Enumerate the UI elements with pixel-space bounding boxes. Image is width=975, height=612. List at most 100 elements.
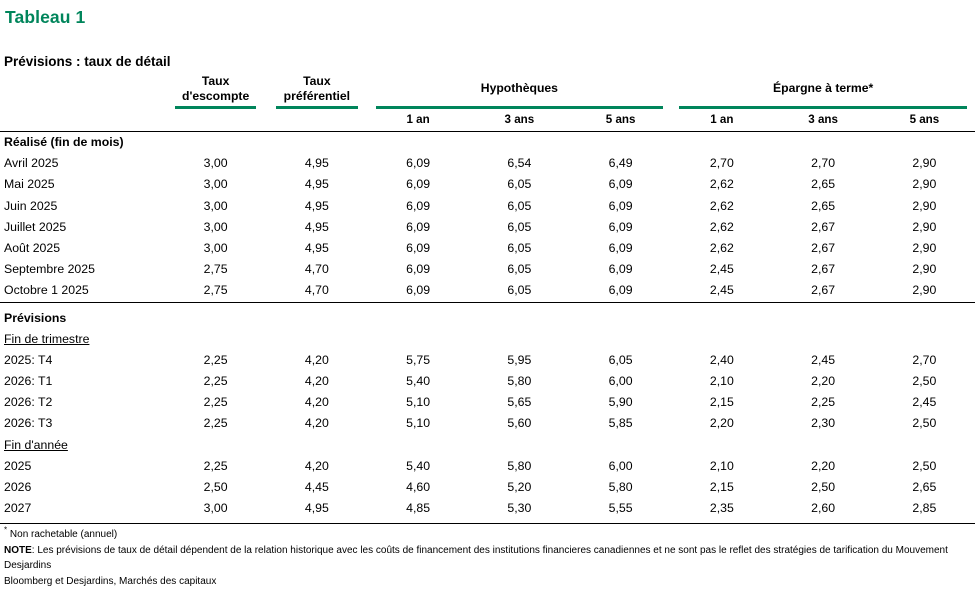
rate-value: 5,80 — [507, 458, 532, 473]
section-label: Réalisé (fin de mois) — [4, 135, 124, 150]
rate-value: 5,40 — [406, 458, 431, 473]
rate-value: 2,50 — [203, 480, 228, 494]
header-term-row: 1 an 3 ans 5 ans 1 an 3 ans 5 ans — [0, 109, 975, 132]
rate-value: 2,40 — [709, 352, 734, 367]
subheading-row: Fin d'année — [0, 435, 975, 456]
table-row: Août 2025 3,00 4,95 6,09 6,05 6,09 2,62 2,67 2,9… — [0, 238, 975, 259]
rate-value: 6,49 — [608, 156, 633, 171]
rate-value: 4,95 — [304, 241, 329, 256]
rate-value: 6,09 — [406, 219, 431, 234]
rate-value: 2,35 — [671, 498, 773, 525]
row-label: 2027 — [0, 498, 165, 525]
rate-value: 3,00 — [203, 219, 228, 234]
rate-value: 2,90 — [912, 241, 937, 256]
rate-value: 6,05 — [608, 352, 633, 367]
row-label: Octobre 1 2025 — [4, 283, 89, 298]
rate-value: 4,60 — [406, 480, 431, 494]
rate-value: 6,09 — [608, 241, 633, 256]
table-row: 2026: T3 2,25 4,20 5,10 5,60 5,85 2,20 2,30 2,50 — [0, 413, 975, 434]
rate-value: 2,20 — [709, 416, 734, 431]
row-label: Mai 2025 — [4, 177, 55, 192]
rate-value: 5,55 — [570, 498, 672, 525]
rate-value: 4,95 — [266, 498, 368, 525]
term-header-mortgage-5y: 5 ans — [570, 109, 672, 132]
rate-value: 2,62 — [709, 198, 734, 213]
col-group-term-savings: Épargne à terme* — [671, 74, 975, 109]
rate-value: 6,09 — [406, 241, 431, 256]
table-row: Septembre 2025 2,75 4,70 6,09 6,05 6,09 2,45 2,… — [0, 259, 975, 280]
row-label: Juin 2025 — [4, 198, 58, 213]
footnotes: * Non rachetable (annuel) NOTE: Les prév… — [4, 526, 975, 589]
rate-value: 3,00 — [203, 156, 228, 171]
row-label: Juillet 2025 — [4, 219, 67, 234]
rate-value: 2,75 — [203, 262, 228, 277]
term-header-mortgage-1y: 1 an — [367, 109, 469, 132]
rate-value: 4,45 — [304, 480, 329, 494]
rate-value: 2,65 — [811, 198, 836, 213]
rate-value: 4,85 — [367, 498, 469, 525]
row-label: Avril 2025 — [4, 156, 59, 171]
rate-value: 2,90 — [912, 219, 937, 234]
rate-value: 6,05 — [507, 198, 532, 213]
row-label: 2025 — [4, 458, 32, 473]
row-label: 2026: T1 — [4, 374, 53, 389]
rate-value: 2,75 — [203, 283, 228, 298]
rate-value: 4,20 — [304, 374, 329, 389]
table-row: Juin 2025 3,00 4,95 6,09 6,05 6,09 2,62 2,65 2,9… — [0, 196, 975, 217]
table-row: 2025 2,25 4,20 5,40 5,80 6,00 2,10 2,20 2,50 — [0, 456, 975, 477]
page-title: Tableau 1 — [5, 7, 86, 27]
rate-value: 2,90 — [912, 283, 937, 298]
rate-value: 2,25 — [203, 395, 228, 410]
rate-value: 6,09 — [406, 262, 431, 277]
table-body: Réalisé (fin de mois) Avril 2025 3,00 4,95 6… — [0, 132, 975, 525]
rate-value: 2,70 — [912, 352, 937, 367]
rate-value: 5,90 — [608, 395, 633, 410]
table-row: Avril 2025 3,00 4,95 6,09 6,54 6,49 2,70 2,70 2,… — [0, 153, 975, 174]
rate-value: 2,25 — [203, 458, 228, 473]
rate-value: 6,09 — [608, 262, 633, 277]
rate-value: 2,90 — [912, 262, 937, 277]
green-rule — [375, 106, 664, 109]
table-row: Juillet 2025 3,00 4,95 6,09 6,05 6,09 2,62 2,67… — [0, 217, 975, 238]
rate-value: 5,10 — [406, 395, 431, 410]
section-row: Prévisions — [0, 301, 975, 329]
rate-value: 2,62 — [709, 177, 734, 192]
rate-value: 2,90 — [912, 198, 937, 213]
term-header-mortgage-3y: 3 ans — [468, 109, 570, 132]
rate-value: 6,54 — [507, 156, 532, 171]
rate-value: 6,09 — [406, 177, 431, 192]
subheading-row: Fin de trimestre — [0, 329, 975, 350]
rate-value: 4,20 — [304, 458, 329, 473]
rate-value: 2,60 — [772, 498, 874, 525]
rate-value: 5,80 — [507, 374, 532, 389]
rate-value: 6,00 — [608, 374, 633, 389]
row-label: 2026: T3 — [4, 416, 53, 431]
rate-value: 2,70 — [811, 156, 836, 171]
rate-value: 4,95 — [304, 219, 329, 234]
rate-value: 5,95 — [507, 352, 532, 367]
rate-value: 6,00 — [608, 458, 633, 473]
row-label: Août 2025 — [4, 241, 61, 256]
rate-value: 5,75 — [406, 352, 431, 367]
section-row: Réalisé (fin de mois) — [0, 132, 975, 154]
rate-value: 6,09 — [608, 198, 633, 213]
term-header-savings-5y: 5 ans — [873, 109, 975, 132]
rate-value: 4,95 — [304, 177, 329, 192]
report-page: Tableau 1 Prévisions : taux de détail Ta… — [0, 7, 975, 612]
table-row: 2025: T4 2,25 4,20 5,75 5,95 6,05 2,40 2,45 2,70 — [0, 350, 975, 371]
rate-value: 6,05 — [507, 283, 532, 298]
rate-value: 2,25 — [811, 395, 836, 410]
rate-value: 2,85 — [873, 498, 975, 525]
table-row: Octobre 1 2025 2,75 4,70 6,09 6,05 6,09 2,45 2,… — [0, 280, 975, 302]
table-subtitle: Prévisions : taux de détail — [4, 54, 171, 69]
header-group-row: Taux d'escompte Taux préférentiel Hypoth… — [0, 74, 975, 109]
rate-value: 2,62 — [709, 219, 734, 234]
col-group-mortgages: Hypothèques — [368, 74, 672, 109]
row-label: Septembre 2025 — [4, 262, 95, 277]
rate-value: 2,45 — [912, 395, 937, 410]
header-spacer — [165, 109, 267, 132]
rate-value: 6,09 — [406, 198, 431, 213]
rate-value: 5,10 — [406, 416, 431, 431]
rate-value: 6,09 — [406, 156, 431, 171]
rate-value: 6,05 — [507, 241, 532, 256]
